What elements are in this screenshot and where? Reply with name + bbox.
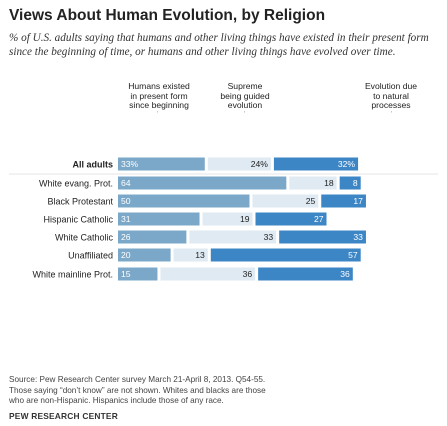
value-label-black-protestant-natural: 17 <box>353 196 363 206</box>
column-pointer-3: ˈ <box>390 110 393 119</box>
value-label-all-adults-guided: 24% <box>251 159 269 169</box>
bar-white-mainline-prot-natural <box>258 267 353 281</box>
category-label-all-adults: All adults <box>72 160 113 170</box>
value-label-unaffiliated-present-form: 20 <box>121 250 131 260</box>
bar-unaffiliated-present-form <box>118 248 171 262</box>
bar-unaffiliated-guided <box>173 248 208 262</box>
bar-hispanic-catholic-natural <box>255 212 327 226</box>
value-label-unaffiliated-guided: 13 <box>195 250 205 260</box>
value-label-all-adults-natural: 32% <box>338 159 356 169</box>
column-header-natural-processes: Evolution due to natural processes <box>364 81 418 111</box>
bar-unaffiliated-natural <box>210 248 361 262</box>
source-note: Source: Pew Research Center survey March… <box>9 375 266 405</box>
value-label-white-catholic-guided: 33 <box>264 232 274 242</box>
bar-white-evang-prot-natural <box>339 176 361 190</box>
bar-white-mainline-prot-present-form <box>118 267 158 281</box>
value-label-all-adults-present-form: 33% <box>121 159 139 169</box>
bar-hispanic-catholic-present-form <box>118 212 200 226</box>
bar-hispanic-catholic-guided <box>202 212 253 226</box>
column-pointer-1: ˈ <box>156 110 159 119</box>
value-label-hispanic-catholic-guided: 19 <box>240 214 250 224</box>
column-header-guided-evolution: Supreme being guided evolution <box>220 81 270 111</box>
value-label-white-evang-prot-present-form: 64 <box>121 178 131 188</box>
chart-subtitle: % of U.S. adults saying that humans and … <box>9 32 429 58</box>
value-label-white-evang-prot-guided: 18 <box>324 178 334 188</box>
category-label-hispanic-catholic: Hispanic Catholic <box>43 215 113 225</box>
value-label-white-mainline-prot-natural: 36 <box>340 269 350 279</box>
bar-black-protestant-present-form <box>118 194 250 208</box>
bar-all-adults-guided <box>207 157 271 171</box>
category-label-black-protestant: Black Protestant <box>47 197 113 207</box>
column-pointer-2: ˈ <box>243 110 246 119</box>
category-label-white-catholic: White Catholic <box>55 233 114 243</box>
pew-credit: PEW RESEARCH CENTER <box>9 411 118 421</box>
value-label-hispanic-catholic-natural: 27 <box>314 214 324 224</box>
chart-title: Views About Human Evolution, by Religion <box>9 7 326 24</box>
value-label-white-mainline-prot-guided: 36 <box>243 269 253 279</box>
bar-black-protestant-guided <box>252 194 319 208</box>
value-label-white-catholic-natural: 33 <box>353 232 363 242</box>
value-label-white-catholic-present-form: 26 <box>121 232 131 242</box>
value-label-hispanic-catholic-present-form: 31 <box>121 214 131 224</box>
value-label-white-mainline-prot-present-form: 15 <box>121 269 131 279</box>
bar-all-adults-natural <box>273 157 359 171</box>
value-label-unaffiliated-natural: 57 <box>348 250 358 260</box>
bar-white-mainline-prot-guided <box>160 267 256 281</box>
bar-white-evang-prot-guided <box>289 176 337 190</box>
bar-white-catholic-guided <box>189 230 277 244</box>
category-label-unaffiliated: Unaffiliated <box>68 251 113 261</box>
bar-white-evang-prot-present-form <box>118 176 287 190</box>
value-label-black-protestant-guided: 25 <box>306 196 316 206</box>
bar-white-catholic-natural <box>279 230 366 244</box>
value-label-white-evang-prot-natural: 8 <box>353 178 358 188</box>
bar-black-protestant-natural <box>321 194 366 208</box>
category-label-white-evang-prot: White evang. Prot. <box>39 179 113 189</box>
category-label-white-mainline-prot: White mainline Prot. <box>32 270 113 280</box>
bar-white-catholic-present-form <box>118 230 187 244</box>
column-header-present-form: Humans existed in present form since beg… <box>128 81 190 111</box>
bar-all-adults-present-form <box>118 157 205 171</box>
value-label-black-protestant-present-form: 50 <box>121 196 131 206</box>
